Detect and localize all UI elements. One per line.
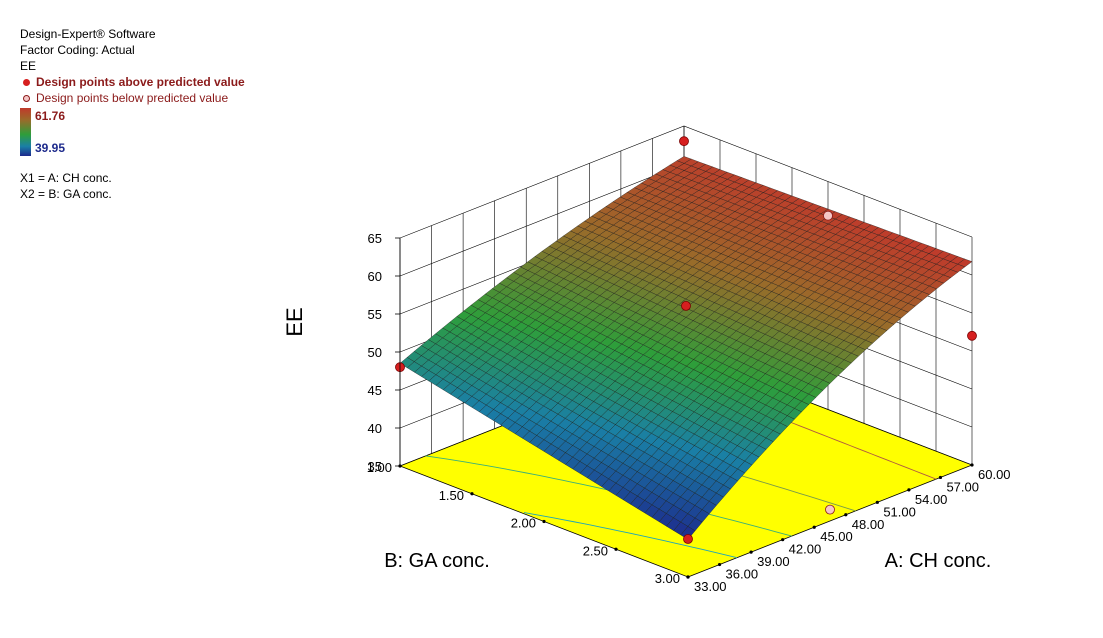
x-tick [938, 475, 943, 480]
y-tick [686, 575, 690, 579]
design-point-above [967, 330, 977, 341]
x-tick-label: 36.00 [726, 567, 759, 582]
x-tick [749, 550, 753, 554]
factor-coding: Factor Coding: Actual [20, 43, 135, 57]
design-point-above [683, 534, 693, 544]
contour-line [523, 512, 738, 559]
y-tick [398, 464, 402, 468]
x-axis-label: A: CH conc. [885, 550, 992, 572]
scale-max: 61.76 [35, 109, 66, 123]
x-tick-label: 48.00 [852, 517, 885, 532]
software-name: Design-Expert® Software [20, 27, 156, 41]
x-tick-label: 60.00 [978, 467, 1011, 482]
x-tick [717, 562, 722, 567]
y-tick-label: 1.00 [367, 460, 392, 475]
y-tick-label: 2.00 [511, 516, 536, 531]
response-surface [399, 156, 973, 540]
legend-above-item: Design points above predicted value [20, 74, 245, 90]
z-tick-label: 40 [368, 421, 382, 436]
z-tick-label: 45 [368, 383, 382, 398]
y-tick-label: 2.50 [583, 543, 608, 558]
design-point-above [679, 136, 689, 147]
x-tick [781, 538, 785, 542]
z-tick-label: 65 [368, 231, 382, 246]
z-axis-label: EE [282, 307, 307, 336]
x-tick [907, 488, 911, 492]
x-tick-label: 51.00 [883, 504, 916, 519]
design-point-above [681, 300, 691, 311]
x-tick-label: 33.00 [694, 579, 727, 594]
x-tick-label: 39.00 [757, 554, 790, 569]
x-tick [970, 463, 974, 467]
response-name: EE [20, 59, 37, 73]
x-tick-label: 42.00 [789, 542, 822, 557]
z-tick-label: 50 [368, 345, 382, 360]
legend: Design-Expert® Software Factor Coding: A… [20, 26, 245, 202]
below-point-icon [23, 94, 30, 102]
x-tick [812, 525, 816, 529]
x-tick-label: 57.00 [946, 479, 979, 494]
y-tick [470, 492, 474, 496]
x-tick [844, 513, 848, 517]
x-tick-label: 54.00 [915, 492, 948, 507]
above-point-icon [23, 78, 30, 86]
x-tick-label: 45.00 [820, 529, 853, 544]
grid-line [399, 125, 973, 239]
y-tick-label: 3.00 [655, 571, 680, 586]
color-scale-bar [20, 108, 31, 156]
design-point-below [825, 504, 835, 515]
y-tick [614, 547, 618, 551]
y-axis-label: B: GA conc. [384, 550, 490, 572]
z-tick-label: 55 [368, 307, 382, 322]
z-tick-label: 35 [368, 459, 382, 474]
z-tick-label: 60 [368, 269, 382, 284]
color-scale: 61.76 39.95 [20, 108, 245, 156]
y-tick [542, 519, 546, 524]
below-label: Design points below predicted value [36, 91, 229, 105]
axes: 35 40 45 50 55 60 65 33.0036.0039.0042.0045.004… [367, 231, 1011, 594]
design-point-below [823, 210, 833, 221]
scale-min: 39.95 [35, 141, 66, 155]
x-tick [875, 500, 879, 504]
above-label: Design points above predicted value [36, 75, 245, 89]
design-points [395, 136, 977, 544]
y-tick-label: 1.50 [439, 488, 464, 503]
x1-definition: X1 = A: CH conc. [20, 171, 112, 185]
x2-definition: X2 = B: GA conc. [20, 187, 112, 201]
legend-below-item: Design points below predicted value [20, 90, 245, 106]
